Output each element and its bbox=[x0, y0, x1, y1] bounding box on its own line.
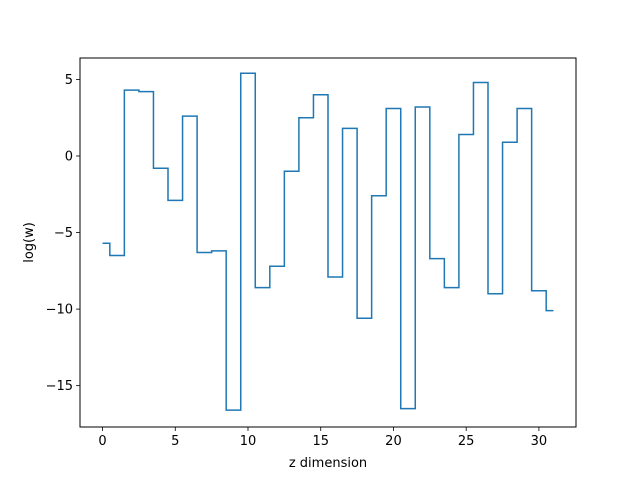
series-line-0 bbox=[102, 72, 554, 411]
x-tick-label: 5 bbox=[171, 434, 179, 449]
axes-frame bbox=[79, 57, 577, 428]
y-axis-label: log(w) bbox=[22, 222, 37, 263]
y-tick-label: −10 bbox=[46, 303, 73, 318]
y-tick-label: −15 bbox=[46, 379, 73, 394]
y-tick-label: −5 bbox=[54, 226, 73, 241]
plot-area bbox=[102, 72, 554, 411]
x-tick-label: 25 bbox=[458, 434, 475, 449]
x-tick-label: 10 bbox=[240, 434, 257, 449]
y-tick-label: 5 bbox=[65, 73, 73, 88]
y-tick-label: 0 bbox=[65, 149, 73, 164]
x-tick-label: 30 bbox=[531, 434, 548, 449]
y-axis: 5 0 −5 −10 −15 bbox=[46, 73, 80, 394]
x-axis: 0 5 10 15 20 25 30 bbox=[98, 427, 547, 449]
x-tick-label: 15 bbox=[312, 434, 329, 449]
x-axis-label: z dimension bbox=[289, 456, 367, 471]
x-tick-label: 20 bbox=[385, 434, 402, 449]
x-tick-label: 0 bbox=[98, 434, 106, 449]
